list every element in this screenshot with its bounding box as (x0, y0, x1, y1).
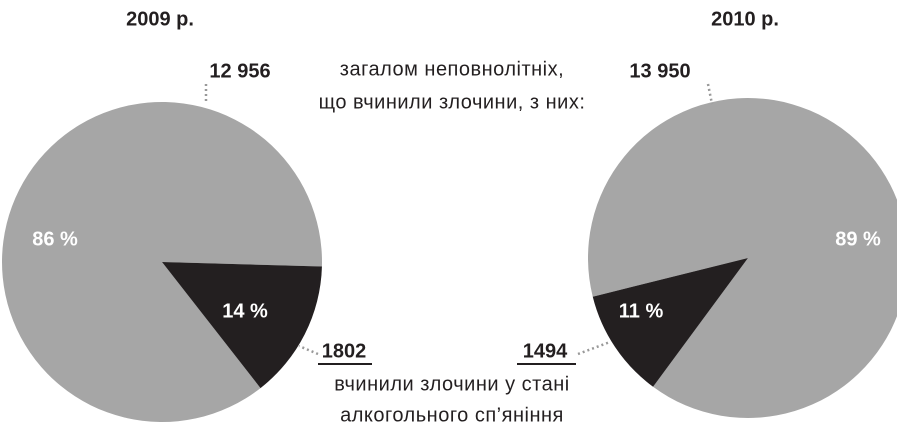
chart-title: 2009 р. (126, 8, 194, 30)
caption: загалом неповнолітніх, (340, 58, 564, 80)
data-label: 89 % (835, 228, 881, 250)
leader-line (577, 340, 611, 356)
data-label: 14 % (222, 300, 268, 322)
pie-slice (162, 262, 322, 389)
subset-label: 1802 (322, 340, 367, 362)
chart-title: 2010 р. (711, 8, 779, 30)
caption: що вчинили злочини, з них: (319, 91, 586, 113)
data-label: 11 % (619, 300, 664, 322)
leader-line (298, 344, 319, 356)
caption: алкогольного сп’яніння (340, 404, 564, 426)
pie-slice (592, 258, 748, 387)
leader-line (706, 83, 714, 105)
caption: вчинили злочини у стані (334, 373, 569, 395)
pie-slice (2, 102, 323, 422)
total-label: 12 956 (209, 60, 270, 82)
pie-slice (588, 98, 897, 418)
data-label: 86 % (32, 228, 78, 250)
total-label: 13 950 (629, 60, 690, 82)
subset-label: 1494 (523, 340, 568, 362)
